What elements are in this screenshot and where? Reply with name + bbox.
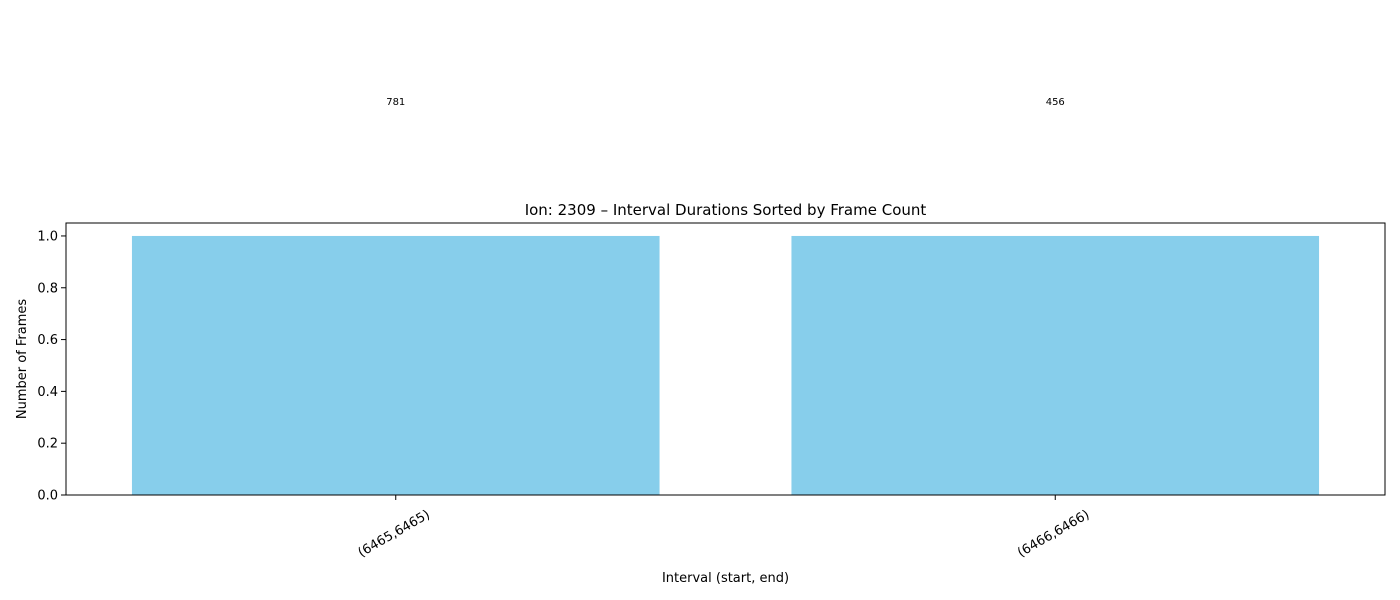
bar-1: [791, 235, 1320, 495]
y-axis-label: Number of Frames: [15, 299, 30, 420]
x-tick-label-1: (6466,6466): [1015, 507, 1092, 560]
x-axis-label: Interval (start, end): [662, 571, 789, 586]
x-axis: (6465,6465) (6466,6466): [356, 495, 1092, 561]
bar-0: [131, 235, 660, 495]
y-tick-label-3: 0.6: [37, 333, 58, 348]
y-tick-label-1: 0.2: [37, 437, 58, 452]
plot-frame: [65, 222, 1386, 496]
y-tick-label-5: 1.0: [37, 229, 58, 244]
bars: [131, 235, 1320, 495]
data-label-0: 781: [386, 97, 405, 108]
data-label-1: 456: [1046, 97, 1065, 108]
chart-title: Ion: 2309 – Interval Durations Sorted by…: [525, 201, 927, 219]
x-tick-label-0: (6465,6465): [356, 507, 433, 560]
y-tick-label-0: 0.0: [37, 489, 58, 504]
data-labels: 781 456: [386, 97, 1065, 108]
y-tick-label-4: 0.8: [37, 281, 58, 296]
y-axis: 0.0 0.2 0.4 0.6 0.8 1.0: [37, 229, 66, 504]
y-tick-label-2: 0.4: [37, 385, 58, 400]
